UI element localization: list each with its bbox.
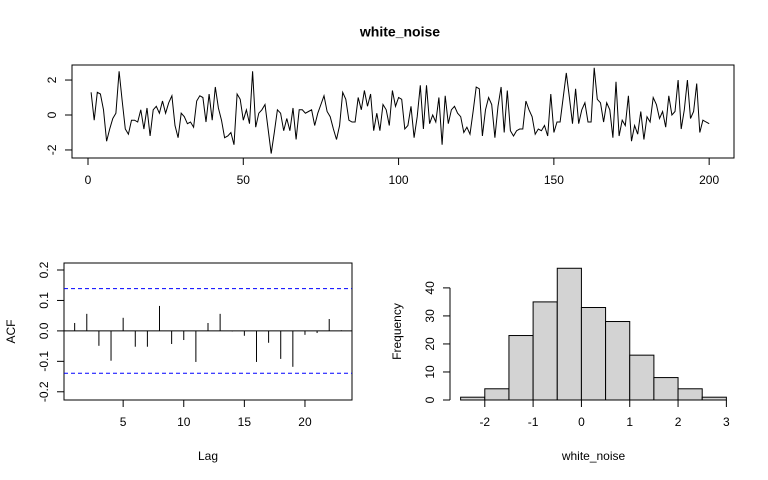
x-tick-label: 50	[237, 173, 251, 187]
y-tick-label: 30	[423, 309, 437, 323]
hist-bar	[484, 388, 510, 401]
x-tick-label: 2	[675, 415, 682, 429]
hist-bar	[653, 377, 679, 401]
x-tick-label: 0	[578, 415, 585, 429]
y-tick-label: 0.1	[37, 292, 51, 309]
y-axis-label: ACF	[4, 320, 18, 344]
x-axis-label: Lag	[198, 449, 218, 463]
hist-bar	[532, 301, 558, 401]
x-tick-label: 5	[120, 415, 127, 429]
x-tick-label: -1	[528, 415, 539, 429]
y-tick-label: 0	[45, 111, 59, 118]
x-tick-label: 150	[544, 173, 564, 187]
plot-frame	[63, 262, 353, 401]
hist-bar	[701, 396, 727, 401]
y-tick-label: 2	[45, 76, 59, 83]
hist-bar	[580, 307, 607, 401]
x-axis-label: white_noise	[561, 449, 626, 463]
y-tick-label: 0.0	[37, 322, 51, 339]
hist-bar	[605, 321, 631, 401]
chart-title: white_noise	[359, 24, 440, 40]
y-tick-label: 0.2	[37, 261, 51, 278]
hist-bar	[629, 354, 655, 401]
y-tick-label: 40	[423, 281, 437, 295]
x-tick-label: 0	[85, 173, 92, 187]
hist-bar	[677, 388, 703, 401]
x-tick-label: 100	[389, 173, 409, 187]
hist-bar	[508, 335, 534, 401]
x-tick-label: 20	[298, 415, 312, 429]
x-tick-label: 10	[177, 415, 191, 429]
y-tick-label: 0	[423, 396, 437, 403]
x-tick-label: 200	[699, 173, 719, 187]
y-tick-label: -0.1	[37, 351, 51, 372]
plot-frame	[71, 64, 735, 159]
x-tick-label: 1	[626, 415, 633, 429]
y-tick-label: 20	[423, 337, 437, 351]
y-tick-label: 10	[423, 365, 437, 379]
x-tick-label: 15	[238, 415, 252, 429]
hist-bar	[556, 267, 582, 401]
y-tick-label: -0.2	[37, 381, 51, 402]
y-tick-label: -2	[45, 144, 59, 155]
series-line	[90, 67, 710, 154]
hist-bar	[460, 396, 486, 401]
x-tick-label: 3	[723, 415, 730, 429]
x-tick-label: -2	[479, 415, 490, 429]
y-axis-label: Frequency	[390, 303, 404, 360]
